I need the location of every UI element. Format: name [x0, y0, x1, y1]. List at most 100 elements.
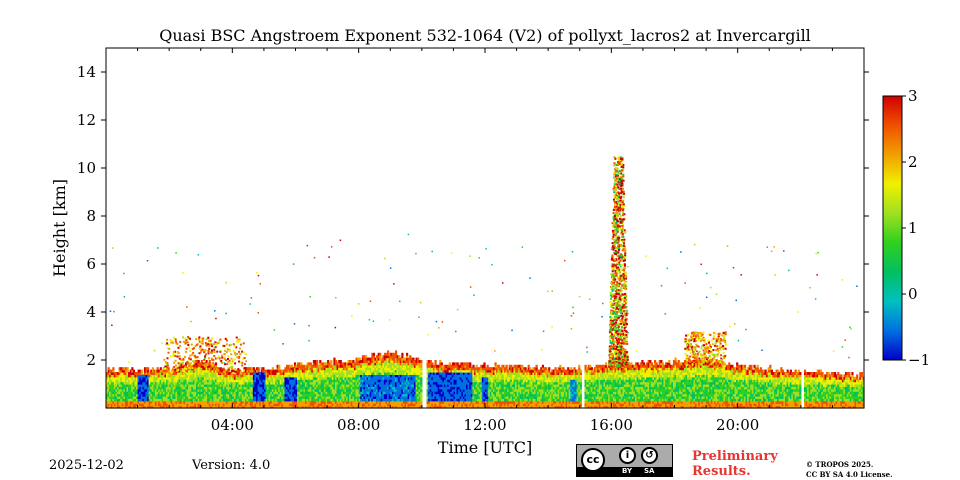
heatmap-cell — [342, 372, 346, 375]
heatmap-cell — [257, 403, 260, 407]
heatmap-cell — [214, 388, 218, 392]
heatmap-cell — [312, 396, 316, 399]
heatmap-cell — [352, 381, 355, 385]
heatmap-cell — [518, 381, 521, 385]
heatmap-cell — [456, 376, 459, 380]
heatmap-cell — [143, 388, 147, 392]
heatmap-cell — [328, 381, 331, 385]
heatmap-cell — [115, 372, 118, 375]
heatmap-cell — [447, 379, 450, 383]
heatmap-cell — [109, 400, 112, 404]
heatmap-cell — [440, 403, 443, 407]
heatmap-cell — [328, 374, 331, 378]
heatmap-cell — [467, 396, 470, 399]
heatmap-cell — [341, 386, 344, 390]
heatmap-cell — [317, 381, 320, 385]
heatmap-cell — [158, 400, 161, 404]
heatmap-cell — [361, 379, 364, 383]
heatmap-cell — [300, 362, 303, 366]
heatmap-cell — [388, 364, 391, 368]
heatmap-cell — [339, 398, 342, 402]
heatmap-cell — [497, 367, 500, 371]
heatmap-cell — [323, 372, 327, 375]
heatmap-cell — [453, 381, 456, 385]
heatmap-cell — [413, 379, 417, 383]
heatmap-cell — [120, 403, 123, 407]
heatmap-cell — [244, 381, 248, 385]
heatmap-cell — [535, 379, 538, 383]
heatmap-cell — [216, 372, 219, 375]
heatmap-cell — [349, 369, 352, 373]
heatmap-cell — [334, 398, 338, 402]
heatmap-cell — [385, 393, 388, 397]
heatmap-cell — [156, 400, 159, 404]
heatmap-cell — [196, 405, 199, 409]
heatmap-cell — [241, 381, 244, 385]
heatmap-cell — [455, 372, 458, 375]
heatmap-cell — [533, 372, 537, 375]
heatmap-cell — [227, 396, 230, 399]
heatmap-cell — [529, 400, 532, 404]
heatmap-cell — [196, 400, 199, 404]
heatmap-cell — [407, 362, 410, 366]
heatmap-cell — [244, 379, 248, 383]
heatmap-cell — [134, 379, 137, 383]
heatmap-cell — [177, 393, 180, 397]
heatmap-cell — [428, 367, 431, 371]
heatmap-cell — [387, 355, 390, 359]
heatmap-cell — [459, 384, 462, 387]
heatmap-cell — [320, 376, 323, 380]
heatmap-cell — [382, 376, 385, 380]
heatmap-cell — [333, 369, 336, 373]
heatmap-cell — [306, 381, 309, 385]
heatmap-cell — [184, 381, 188, 385]
heatmap-cell — [265, 374, 268, 378]
heatmap-cell — [521, 400, 524, 404]
heatmap-cell — [537, 374, 540, 378]
heatmap-cell — [107, 396, 110, 399]
heatmap-cell — [196, 381, 199, 385]
heatmap-cell — [535, 398, 538, 402]
heatmap-cell — [322, 384, 325, 387]
heatmap-cell — [319, 367, 322, 371]
heatmap-cell — [443, 393, 447, 397]
heatmap-cell — [208, 388, 211, 392]
heatmap-cell — [481, 398, 485, 402]
heatmap-cell — [339, 364, 342, 368]
heatmap-cell — [451, 362, 455, 366]
heatmap-cell — [293, 381, 297, 385]
heatmap-cell — [494, 379, 497, 383]
heatmap-cell — [249, 400, 252, 404]
heatmap-cell — [192, 393, 196, 397]
heatmap-cell — [432, 391, 436, 395]
heatmap-cell — [448, 386, 451, 390]
heatmap-cell — [361, 398, 364, 402]
heatmap-cell — [229, 379, 232, 383]
heatmap-cell — [516, 379, 519, 383]
heatmap-cell — [456, 379, 459, 383]
heatmap-cell — [128, 396, 131, 399]
heatmap-cell — [211, 367, 214, 371]
heatmap-cell — [407, 391, 410, 395]
heatmap-cell — [358, 369, 361, 373]
heatmap-cell — [377, 376, 380, 380]
heatmap-cell — [459, 369, 462, 373]
heatmap-cell — [246, 393, 249, 397]
heatmap-cell — [309, 362, 312, 366]
heatmap-cell — [489, 391, 492, 395]
heatmap-cell — [360, 360, 363, 363]
heatmap-cell — [199, 388, 202, 392]
heatmap-cell — [200, 372, 203, 375]
heatmap-cell — [271, 398, 274, 402]
heatmap-cell — [406, 403, 409, 407]
heatmap-cell — [469, 362, 472, 366]
heatmap-cell — [316, 391, 319, 395]
heatmap-cell — [308, 372, 311, 375]
heatmap-cell — [406, 398, 409, 402]
heatmap-cell — [287, 403, 290, 407]
heatmap-cell — [524, 376, 527, 380]
heatmap-cell — [412, 400, 415, 404]
heatmap-cell — [186, 384, 189, 387]
heatmap-cell — [409, 369, 412, 373]
heatmap-cell — [391, 384, 395, 387]
